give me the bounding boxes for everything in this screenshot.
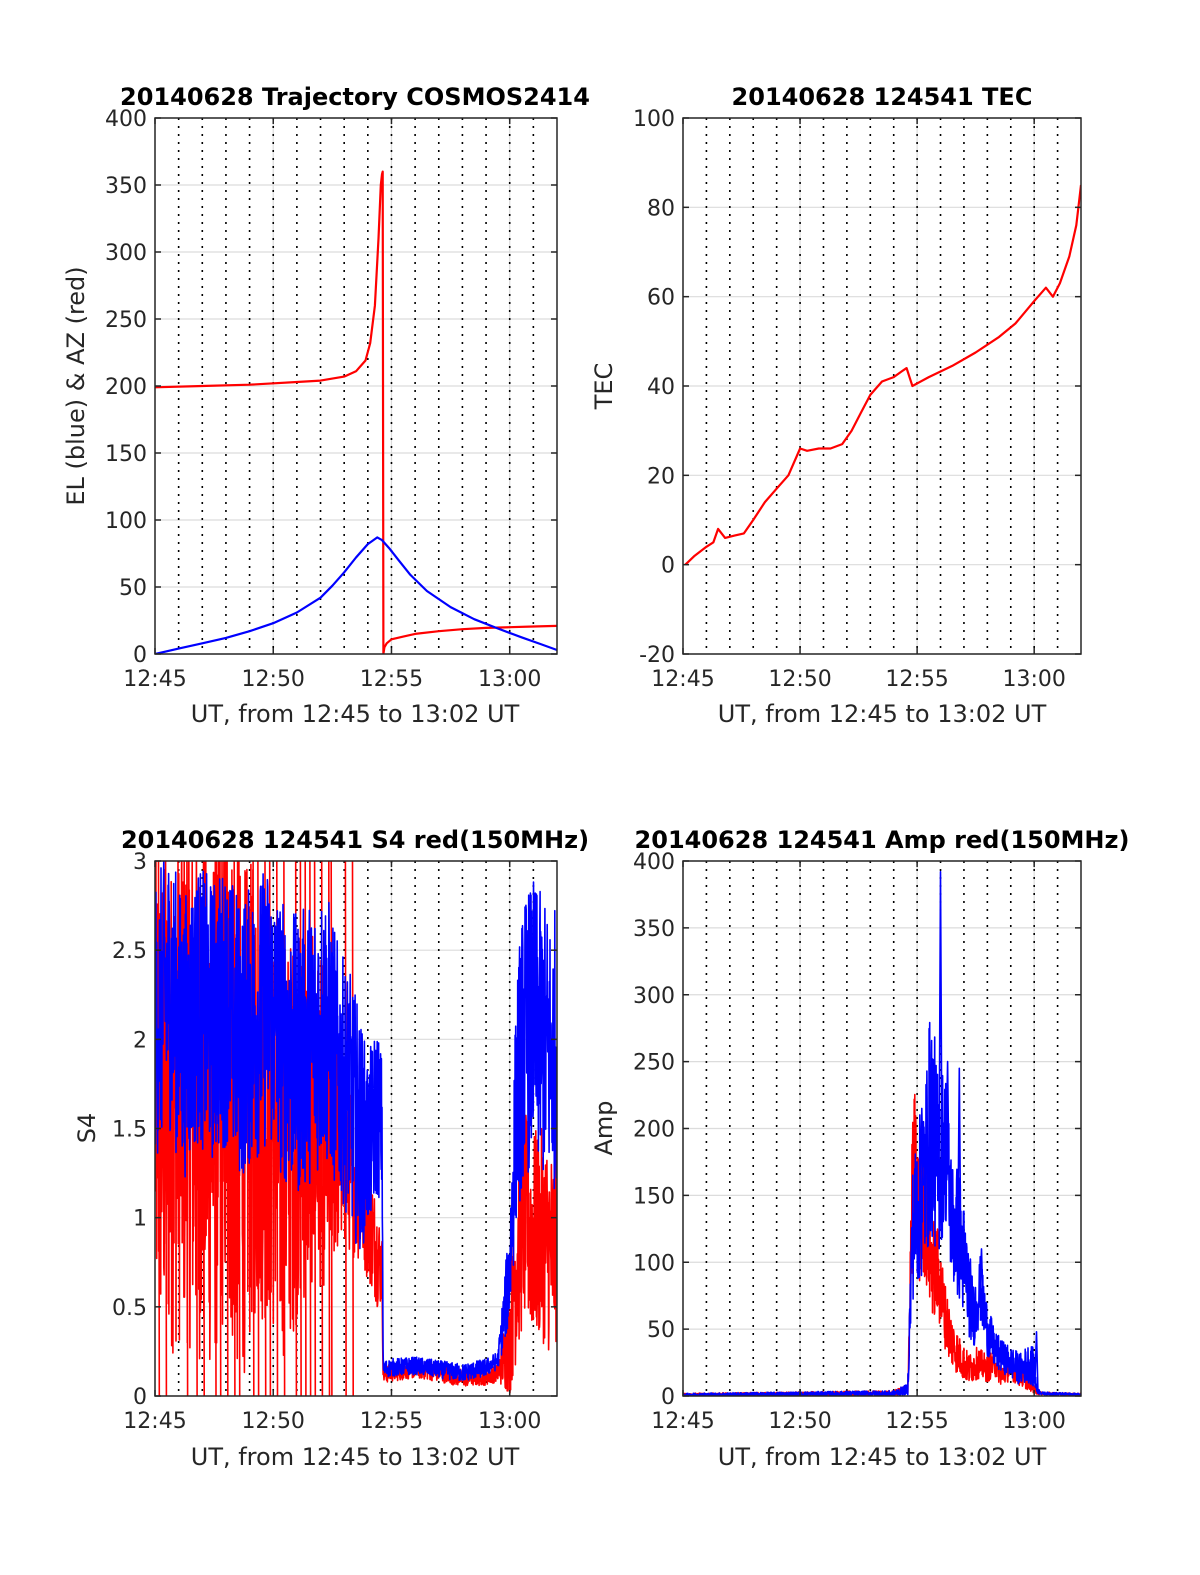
x-tick-label: 12:45 bbox=[651, 1409, 714, 1434]
x-tick-label: 12:45 bbox=[123, 667, 186, 692]
x-axis-label: UT, from 12:45 to 13:02 UT bbox=[718, 700, 1047, 728]
panel-title: 20140628 Trajectory COSMOS2414 bbox=[120, 83, 590, 111]
panel-amp: 20140628 124541 Amp red(150MHz) UT, from… bbox=[590, 826, 1129, 1471]
y-tick-label: 60 bbox=[647, 286, 675, 311]
y-tick-label: 2.5 bbox=[112, 939, 147, 964]
y-tick-label: 100 bbox=[105, 509, 147, 534]
y-tick-label: 0 bbox=[133, 1385, 147, 1410]
y-tick-label: 0.5 bbox=[112, 1296, 147, 1321]
y-tick-label: 2 bbox=[133, 1028, 147, 1053]
panel-tec: 20140628 124541 TEC UT, from 12:45 to 13… bbox=[590, 83, 1047, 728]
y-tick-label: 40 bbox=[647, 375, 675, 400]
y-tick-label: 0 bbox=[133, 643, 147, 668]
y-tick-label: 100 bbox=[633, 107, 675, 132]
x-tick-label: 12:55 bbox=[885, 667, 948, 692]
x-axis-label: UT, from 12:45 to 13:02 UT bbox=[718, 1443, 1047, 1471]
y-tick-label: 50 bbox=[119, 576, 147, 601]
y-tick-label: 300 bbox=[105, 241, 147, 266]
x-tick-label: 12:55 bbox=[360, 1409, 423, 1434]
series-line-blue bbox=[155, 861, 557, 1381]
y-tick-label: 50 bbox=[647, 1318, 675, 1343]
plot-trajectory: 12:45 12:50 12:55 13:00 0 50 100 150 200 250 300 35… bbox=[105, 107, 558, 692]
y-tick-label: 3 bbox=[133, 850, 147, 875]
y-tick-label: 100 bbox=[633, 1251, 675, 1276]
y-tick-label: 150 bbox=[105, 442, 147, 467]
x-tick-label: 12:45 bbox=[123, 1409, 186, 1434]
y-tick-label: 350 bbox=[105, 174, 147, 199]
y-tick-label: 250 bbox=[633, 1051, 675, 1076]
series-line-red bbox=[684, 184, 1081, 566]
y-axis-label: S4 bbox=[73, 1113, 101, 1144]
y-tick-label: 150 bbox=[633, 1184, 675, 1209]
y-tick-label: 250 bbox=[105, 308, 147, 333]
y-tick-label: 200 bbox=[105, 375, 147, 400]
x-tick-label: 13:00 bbox=[1002, 1409, 1065, 1434]
panel-title: 20140628 124541 TEC bbox=[732, 83, 1033, 111]
y-tick-label: 350 bbox=[633, 917, 675, 942]
x-tick-label: 12:50 bbox=[242, 1409, 305, 1434]
y-tick-label: 400 bbox=[105, 107, 147, 132]
plot-tec: 12:45 12:50 12:55 13:00 -20 0 20 40 60 80 100 bbox=[633, 107, 1082, 692]
y-tick-label: 300 bbox=[633, 984, 675, 1009]
series-group bbox=[155, 861, 557, 1396]
y-tick-label: 400 bbox=[633, 850, 675, 875]
panel-title: 20140628 124541 S4 red(150MHz) bbox=[121, 826, 589, 854]
plot-amp: 12:45 12:50 12:55 13:00 0 50 100 150 200 250 300 35… bbox=[633, 850, 1082, 1434]
x-tick-label: 12:45 bbox=[651, 667, 714, 692]
y-axis-label: EL (blue) & AZ (red) bbox=[62, 266, 90, 505]
x-tick-label: 12:55 bbox=[360, 667, 423, 692]
series-line-blue bbox=[155, 536, 557, 654]
x-tick-label: 12:50 bbox=[768, 667, 831, 692]
series-line-red bbox=[683, 1093, 1081, 1396]
plot-s4: 12:45 12:50 12:55 13:00 0 0.5 1 1.5 2 2.5 3 bbox=[112, 850, 558, 1434]
series-group bbox=[684, 184, 1081, 566]
series-group bbox=[155, 170, 557, 654]
x-tick-label: 13:00 bbox=[478, 667, 541, 692]
y-tick-label: 1 bbox=[133, 1207, 147, 1232]
x-axis-label: UT, from 12:45 to 13:02 UT bbox=[191, 700, 520, 728]
y-axis-label: Amp bbox=[590, 1100, 618, 1155]
panel-trajectory: 20140628 Trajectory COSMOS2414 UT, from … bbox=[62, 83, 590, 728]
x-tick-label: 13:00 bbox=[1002, 667, 1065, 692]
panel-s4: 20140628 124541 S4 red(150MHz) UT, from … bbox=[73, 826, 589, 1471]
x-tick-label: 12:55 bbox=[885, 1409, 948, 1434]
x-axis-label: UT, from 12:45 to 13:02 UT bbox=[191, 1443, 520, 1471]
y-tick-label: 0 bbox=[661, 554, 675, 579]
x-tick-label: 12:50 bbox=[768, 1409, 831, 1434]
y-axis-label: TEC bbox=[590, 363, 618, 411]
series-group bbox=[683, 870, 1081, 1396]
y-tick-label: -20 bbox=[639, 643, 675, 668]
y-tick-label: 0 bbox=[661, 1385, 675, 1410]
series-line-red bbox=[155, 170, 557, 654]
y-tick-label: 1.5 bbox=[112, 1118, 147, 1143]
x-tick-label: 13:00 bbox=[478, 1409, 541, 1434]
series-line-blue bbox=[683, 870, 1081, 1396]
x-tick-label: 12:50 bbox=[242, 667, 305, 692]
panel-title: 20140628 124541 Amp red(150MHz) bbox=[635, 826, 1130, 854]
y-tick-label: 200 bbox=[633, 1118, 675, 1143]
y-tick-label: 20 bbox=[647, 464, 675, 489]
y-tick-label: 80 bbox=[647, 196, 675, 221]
